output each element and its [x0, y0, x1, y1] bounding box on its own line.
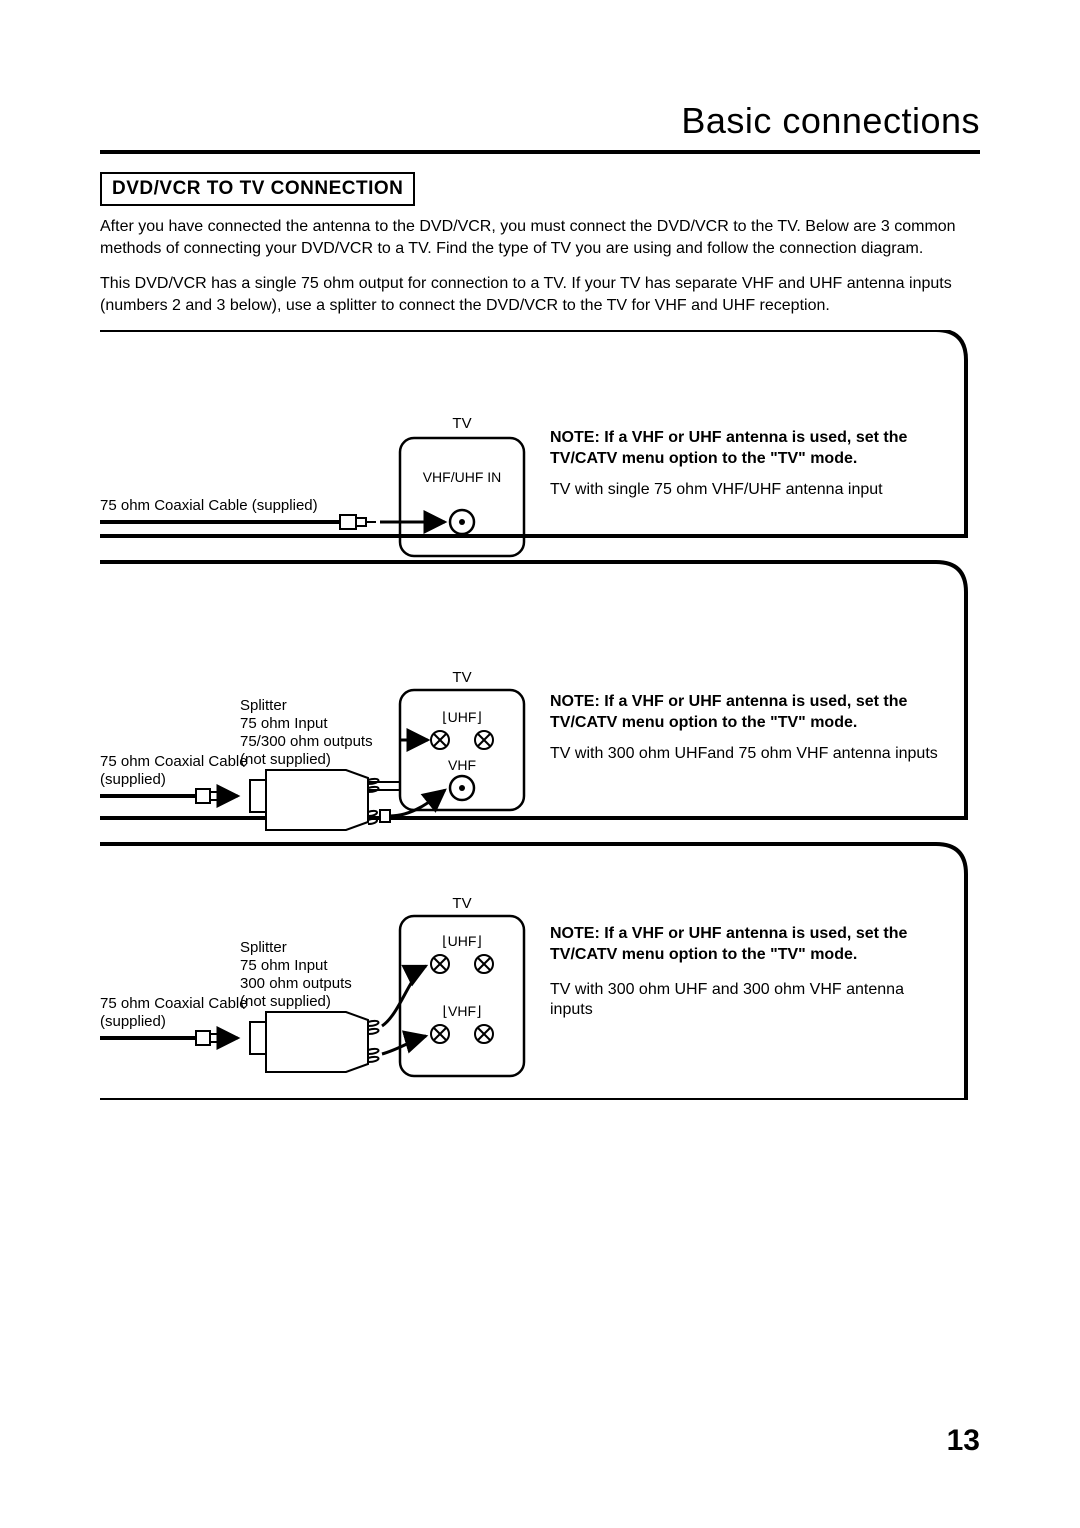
tv-label-3: TV	[452, 895, 471, 912]
connection-diagrams: TV VHF/UHF IN 75 ohm Coaxial Cable (supp…	[100, 330, 970, 1100]
arrow-splitter-vhf-3	[382, 1036, 426, 1054]
panel-2: TV ⌊UHF⌋ VHF 75 oh	[100, 562, 966, 830]
intro-paragraph: After you have connected the antenna to …	[100, 216, 980, 259]
desc-1: TV with single 75 ohm VHF/UHF antenna in…	[550, 481, 883, 498]
splitter-label-3c: 300 ohm outputs	[240, 975, 352, 992]
twin-lead-uhf-3	[368, 1021, 379, 1034]
splitter-label-3a: Splitter	[240, 939, 287, 956]
coax-jack-center-1	[459, 519, 465, 525]
note-block-1: NOTE: If a VHF or UHF antenna is used, s…	[550, 428, 940, 538]
coax-label-2b: (supplied)	[100, 771, 166, 788]
tv-box-1	[400, 438, 524, 556]
tv-label-1: TV	[452, 415, 471, 432]
vhf-screw-left-icon-3	[431, 1025, 449, 1043]
splitter-label-2c: 75/300 ohm outputs	[240, 733, 373, 750]
splitter-label-2d: (not supplied)	[240, 751, 331, 768]
second-paragraph: This DVD/VCR has a single 75 ohm output …	[100, 273, 980, 316]
coax-label-1: 75 ohm Coaxial Cable (supplied)	[100, 497, 318, 514]
uhf-screw-right-icon-2	[475, 731, 493, 749]
note-block-3: NOTE: If a VHF or UHF antenna is used, s…	[550, 924, 940, 1064]
note-bold-2: NOTE: If a VHF or UHF antenna is used, s…	[550, 693, 907, 731]
chapter-title: Basic connections	[100, 100, 980, 142]
twin-lead-uhf-2	[368, 779, 400, 792]
arrow-splitter-vhf-2	[390, 790, 445, 816]
vhf-jack-center-2	[459, 785, 465, 791]
tv-label-2: TV	[452, 669, 471, 686]
title-rule	[100, 150, 980, 154]
diagram-svg: TV VHF/UHF IN 75 ohm Coaxial Cable (supp…	[100, 330, 970, 1100]
section-header: DVD/VCR TO TV CONNECTION	[100, 172, 415, 206]
note-bold-1: NOTE: If a VHF or UHF antenna is used, s…	[550, 429, 907, 467]
uhf-screw-right-icon-3	[475, 955, 493, 973]
arrow-splitter-uhf-3	[382, 966, 426, 1026]
uhf-screw-left-icon-3	[431, 955, 449, 973]
coax-plug-icon-1	[340, 515, 376, 529]
splitter-icon-2	[250, 770, 368, 830]
splitter-label-2a: Splitter	[240, 697, 287, 714]
uhf-label-2: ⌊UHF⌋	[442, 709, 482, 725]
splitter-label-2b: 75 ohm Input	[240, 715, 328, 732]
coax-label-3a: 75 ohm Coaxial Cable	[100, 995, 248, 1012]
vhf-label-3: ⌊VHF⌋	[443, 1003, 482, 1019]
uhf-label-3: ⌊UHF⌋	[442, 933, 482, 949]
twin-lead-vhf-3	[368, 1049, 379, 1062]
note-block-2: NOTE: If a VHF or UHF antenna is used, s…	[550, 692, 940, 812]
tv-box-2	[400, 690, 524, 810]
page-number: 13	[947, 1424, 980, 1458]
splitter-label-3b: 75 ohm Input	[240, 957, 328, 974]
coax-label-3b: (supplied)	[100, 1013, 166, 1030]
splitter-icon-3	[250, 1012, 368, 1072]
panel-1: TV VHF/UHF IN 75 ohm Coaxial Cable (supp…	[100, 330, 966, 556]
desc-2: TV with 300 ohm UHFand 75 ohm VHF antenn…	[550, 745, 938, 762]
coax-label-2a: 75 ohm Coaxial Cable	[100, 753, 248, 770]
coax-plug-icon-3	[196, 1031, 218, 1045]
uhf-screw-left-icon-2	[431, 731, 449, 749]
vhf-label-2: VHF	[448, 757, 476, 773]
desc-3: TV with 300 ohm UHF and 300 ohm VHF ante…	[550, 981, 904, 1019]
vhf-screw-right-icon-3	[475, 1025, 493, 1043]
coax-plug-icon-2	[196, 789, 218, 803]
splitter-label-3d: (not supplied)	[240, 993, 331, 1010]
manual-page: Basic connections DVD/VCR TO TV CONNECTI…	[0, 0, 1080, 1528]
panel-3: TV ⌊UHF⌋ ⌊VHF⌋	[100, 844, 966, 1100]
note-bold-3: NOTE: If a VHF or UHF antenna is used, s…	[550, 925, 907, 963]
vhf-uhf-in-label: VHF/UHF IN	[423, 469, 502, 485]
